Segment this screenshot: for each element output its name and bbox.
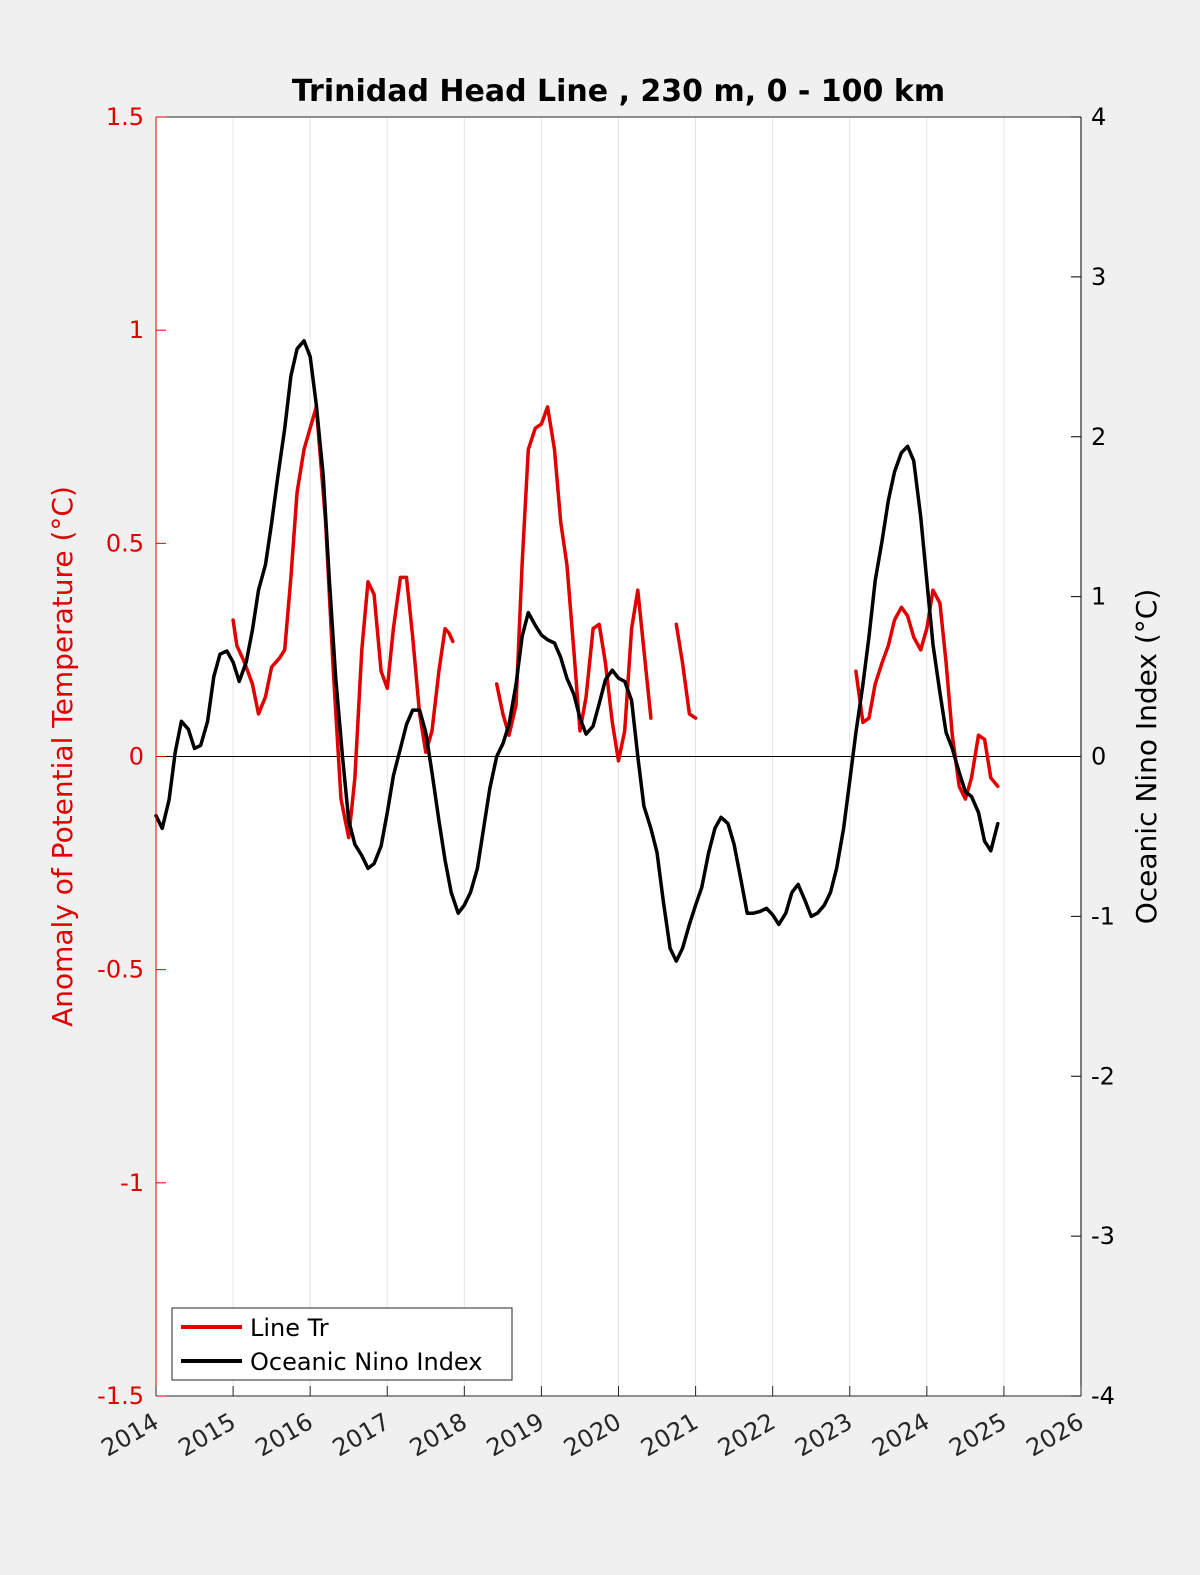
y-tick-right-label: 4 <box>1091 103 1106 131</box>
line-tr-series-line-segment-1 <box>494 405 653 763</box>
y-tick-right-label: 3 <box>1091 263 1106 291</box>
y-tick-left-label: -1.5 <box>97 1382 144 1410</box>
y-tick-right-label: -1 <box>1091 902 1115 930</box>
y-axis-label-left: Anomaly of Potential Temperature (°C) <box>46 486 79 1027</box>
y-tick-left-label: 0.5 <box>106 529 144 557</box>
chart-title: Trinidad Head Line , 230 m, 0 - 100 km <box>292 74 945 109</box>
y-tick-right-label: 2 <box>1091 423 1106 451</box>
y-tick-right-label: 0 <box>1091 743 1106 771</box>
line-tr-series-line-segment-2 <box>674 622 698 720</box>
y-tick-left-label: -0.5 <box>97 956 144 984</box>
y-tick-right-label: -2 <box>1091 1062 1115 1090</box>
legend-entry-oceanic-nino-index: Oceanic Nino Index <box>250 1348 482 1376</box>
oni-series-line-segment-0 <box>154 339 1000 963</box>
y-tick-left-label: -1 <box>120 1169 144 1197</box>
line-tr-series-line-segment-3 <box>854 588 1000 801</box>
y-tick-right-label: -3 <box>1091 1222 1115 1250</box>
y-tick-left-label: 1.5 <box>106 103 144 131</box>
legend: Line Tr Oceanic Nino Index <box>171 1307 513 1381</box>
line-tr-series-line-segment-0 <box>231 405 455 840</box>
legend-box <box>171 1307 513 1381</box>
y-tick-left-label: 0 <box>129 743 144 771</box>
series-group <box>154 339 1000 963</box>
y-axis-label-right: Oceanic Nino Index (°C) <box>1130 589 1163 925</box>
y-tick-right-label: 1 <box>1091 583 1106 611</box>
y-tick-right-label: -4 <box>1091 1382 1115 1410</box>
y-tick-left-label: 1 <box>129 316 144 344</box>
legend-entry-line-tr: Line Tr <box>250 1314 329 1342</box>
